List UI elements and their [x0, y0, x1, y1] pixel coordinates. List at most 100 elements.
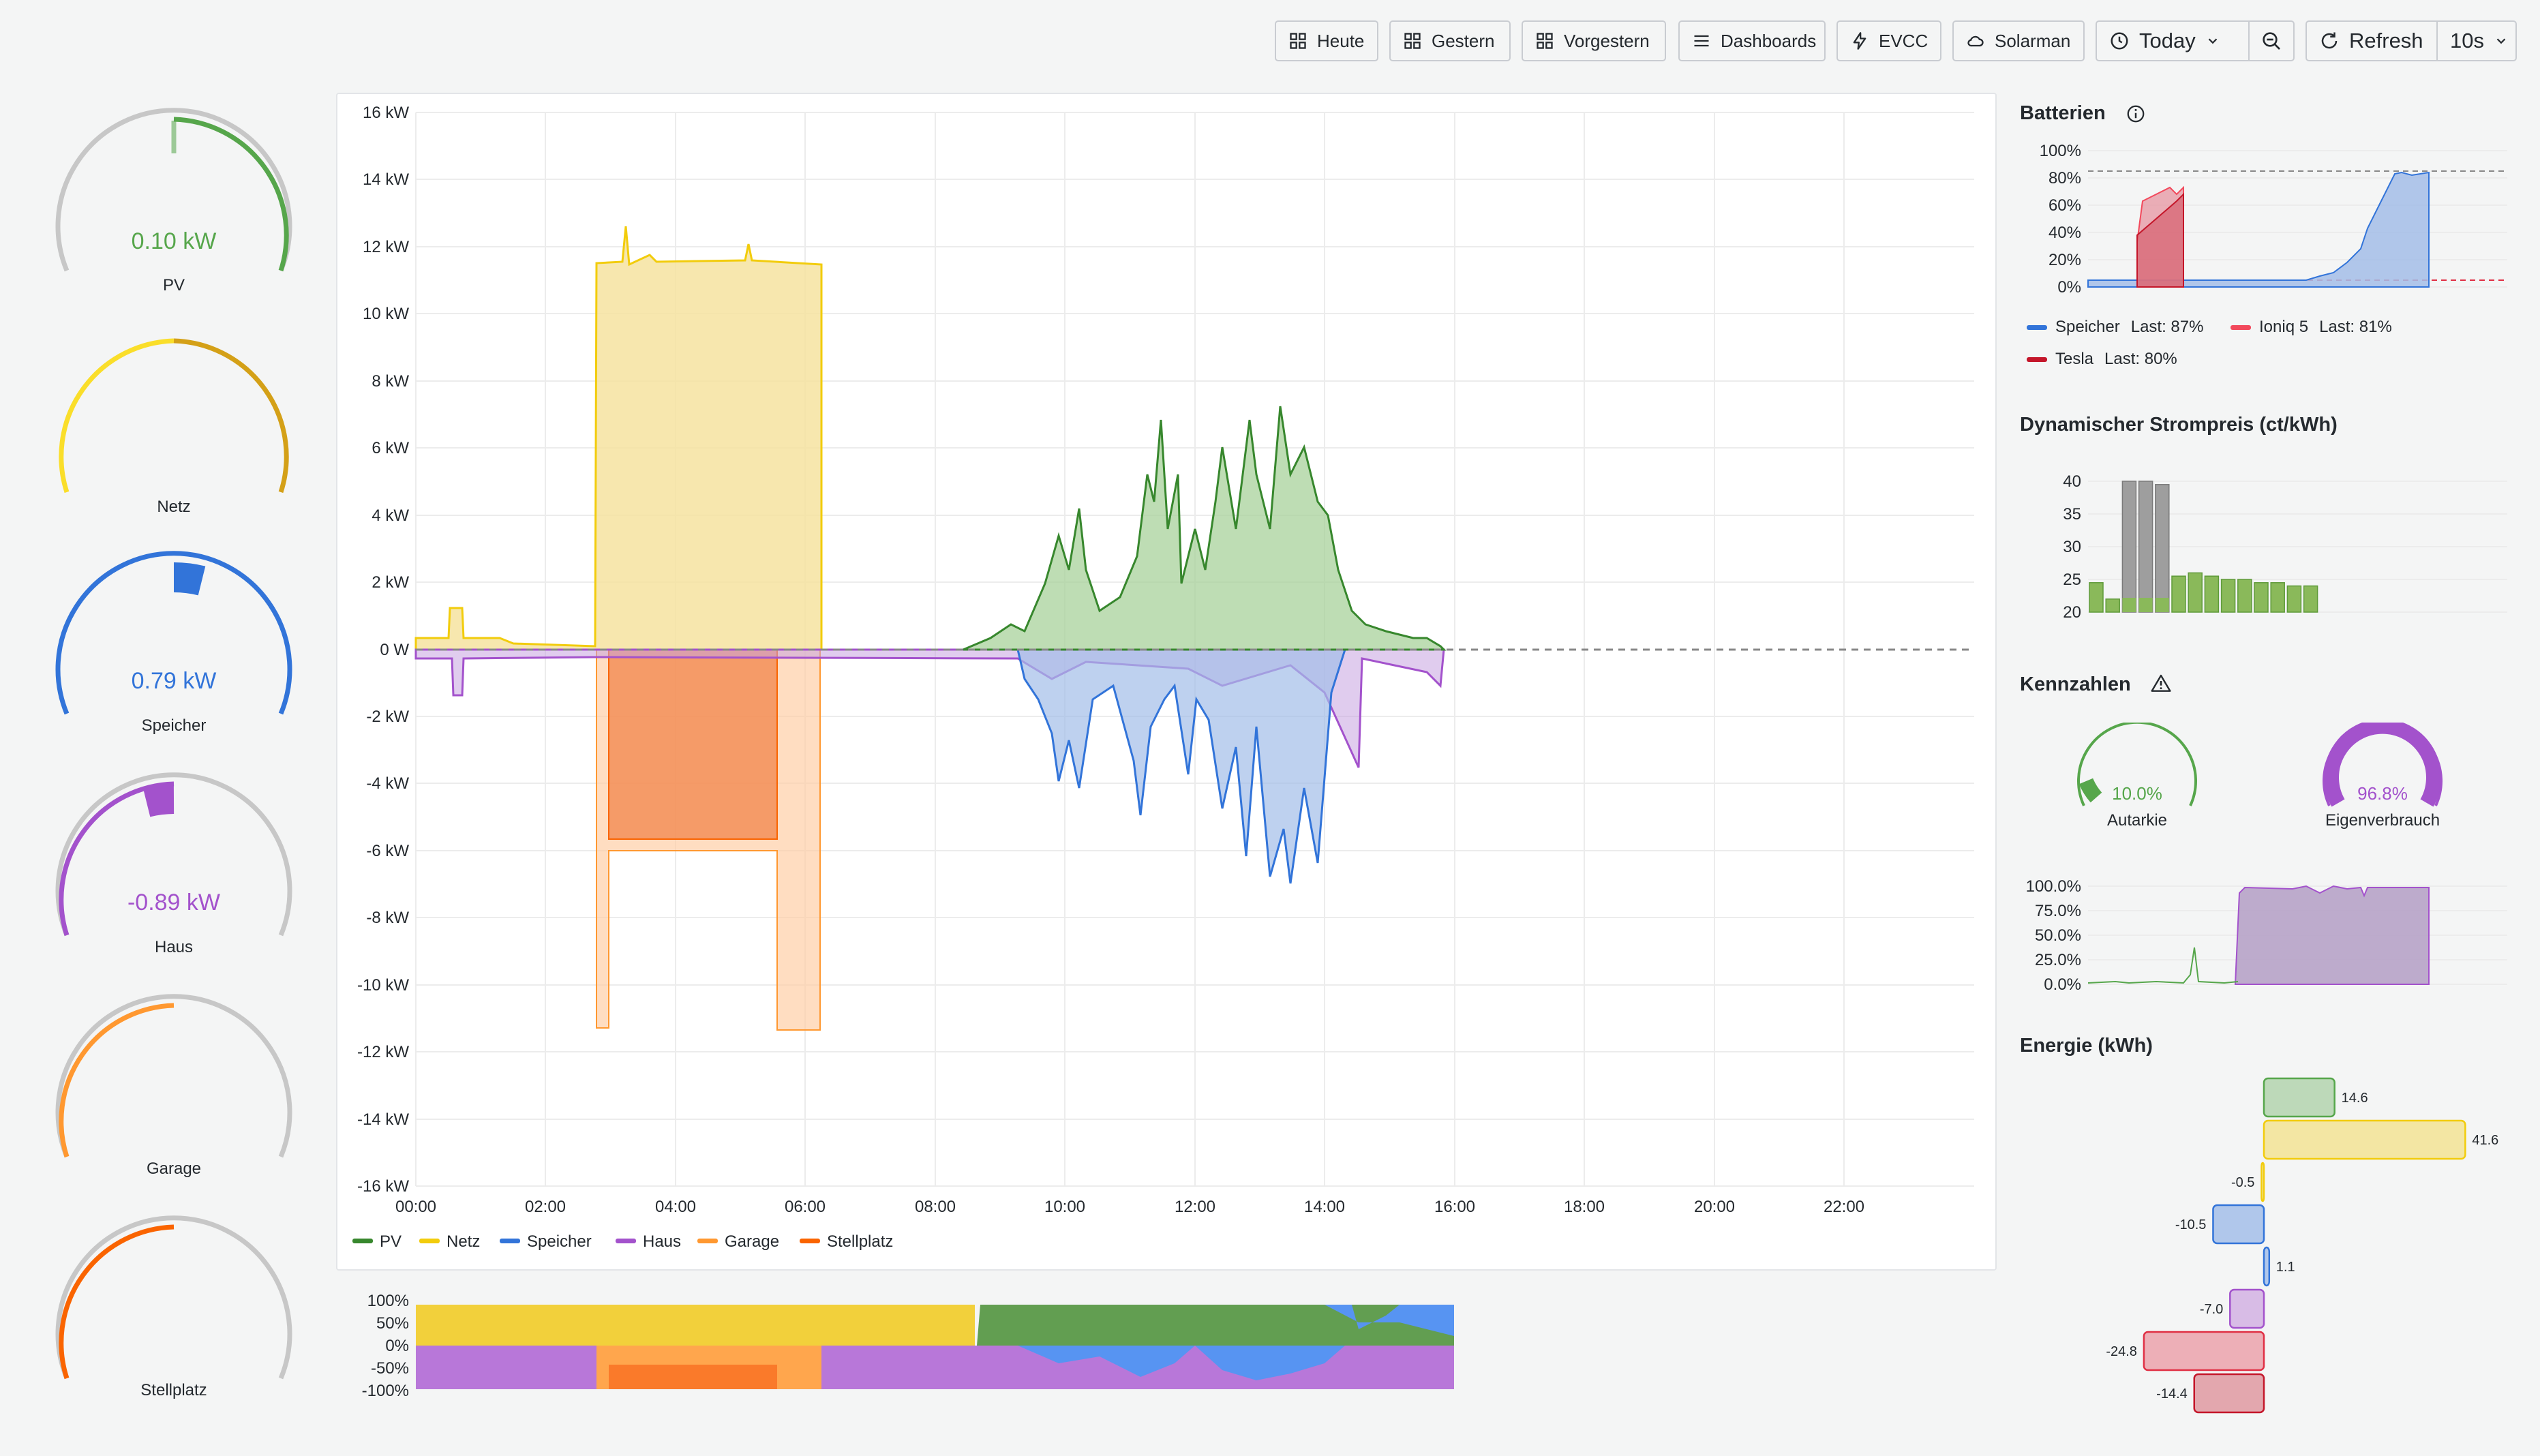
y-tick: 12 kW — [363, 238, 409, 256]
dashboards-button[interactable]: Dashboards — [1678, 20, 1826, 61]
gauge-stellplatz-arc — [55, 1215, 292, 1380]
power-chart-legend: PV Netz Speicher Haus Garage Stellplatz — [352, 1232, 893, 1251]
legend-last: Last: 87% — [2130, 318, 2204, 336]
gauge-netz: Netz — [48, 327, 300, 545]
kennzahlen-y-axis: 100.0% 75.0% 50.0% 25.0% 0.0% — [2026, 879, 2081, 994]
legend-stellplatz[interactable]: Stellplatz — [827, 1232, 893, 1251]
legend-tesla-battery[interactable]: Tesla Last: 80% — [2027, 350, 2177, 369]
y-tick: -50% — [371, 1359, 409, 1378]
legend-speicher-swatch — [500, 1239, 520, 1243]
dashboard-grid-icon — [1537, 33, 1553, 49]
x-tick: 18:00 — [1564, 1198, 1605, 1216]
legend-netz[interactable]: Netz — [447, 1232, 480, 1251]
y-tick: 0% — [2057, 278, 2081, 297]
x-tick: 00:00 — [395, 1198, 436, 1216]
price-bar — [2155, 484, 2170, 613]
y-tick: -100% — [362, 1382, 409, 1400]
gauge-garage: Garage — [48, 992, 300, 1210]
price-bar — [2254, 582, 2269, 613]
price-bar — [2286, 585, 2302, 613]
x-tick: 06:00 — [785, 1198, 826, 1216]
y-tick: 100% — [367, 1292, 409, 1310]
price-bar — [2220, 579, 2236, 613]
dashboard-grid-icon — [1404, 33, 1421, 49]
share-stellplatz — [609, 1365, 777, 1389]
heute-button[interactable]: Heute — [1275, 20, 1378, 61]
solarman-button[interactable]: Solarman — [1952, 20, 2085, 61]
gauge-speicher: 0.79 kW Speicher — [48, 549, 300, 767]
gauge-garage-arc — [55, 994, 292, 1158]
x-tick: 14:00 — [1304, 1198, 1345, 1216]
gauge-pv: 0.10 kW PV — [48, 106, 300, 324]
gauge-haus-label: Haus — [154, 938, 194, 956]
strompreis-y-axis: 40 35 30 25 20 — [2063, 472, 2081, 622]
legend-last: Last: 80% — [2104, 350, 2177, 368]
energy-bar-label: -14.4 — [2156, 1386, 2188, 1401]
refresh-interval-label: 10s — [2450, 29, 2484, 52]
energie-title: Energie (kWh) — [2020, 1035, 2153, 1057]
autarkie-value: 10.0% — [2112, 783, 2162, 804]
evcc-button[interactable]: EVCC — [1836, 20, 1941, 61]
gauge-speicher-value: 0.79 kW — [131, 668, 217, 694]
price-bar-base — [2155, 598, 2169, 612]
clock-icon — [2111, 32, 2128, 50]
y-tick: 50.0% — [2035, 926, 2081, 945]
vorgestern-button[interactable]: Vorgestern — [1522, 20, 1666, 61]
legend-speicher-battery[interactable]: Speicher Last: 87% — [2027, 318, 2203, 337]
y-tick: 30 — [2063, 538, 2081, 556]
warning-icon[interactable] — [2150, 673, 2172, 695]
autarkie-label: Autarkie — [2106, 811, 2168, 830]
series-garage-area — [608, 649, 778, 840]
y-tick: -12 kW — [357, 1043, 409, 1061]
legend-swatch — [2231, 324, 2251, 330]
share-speicher-pos — [1325, 1305, 1454, 1336]
info-icon[interactable] — [2126, 104, 2146, 124]
batterien-y-axis: 100% 80% 60% 40% 20% 0% — [2040, 142, 2081, 297]
eigenverbrauch-label: Eigenverbrauch — [2325, 811, 2440, 830]
power-chart[interactable]: 16 kW 14 kW 12 kW 10 kW 8 kW 6 kW 4 kW 2… — [336, 93, 1997, 1271]
refresh-interval-picker[interactable]: 10s — [2436, 20, 2517, 61]
strompreis-chart[interactable]: 40 35 30 25 20 — [2020, 467, 2511, 631]
y-tick: 35 — [2063, 505, 2081, 524]
energy-bar-label: 14.6 — [2342, 1091, 2368, 1106]
legend-pv[interactable]: PV — [380, 1232, 402, 1251]
gestern-button[interactable]: Gestern — [1389, 20, 1511, 61]
energy-bar — [2143, 1331, 2265, 1371]
gauge-pv-value: 0.10 kW — [131, 228, 217, 254]
evcc-label: EVCC — [1879, 30, 1929, 51]
zoom-out-button[interactable] — [2248, 20, 2295, 61]
energy-bar-label: -10.5 — [2175, 1217, 2207, 1232]
energy-bar — [2263, 1077, 2335, 1118]
batterien-title: Batterien — [2020, 102, 2106, 124]
y-tick: -6 kW — [366, 842, 409, 860]
x-tick: 04:00 — [655, 1198, 696, 1216]
refresh-button[interactable]: Refresh — [2305, 20, 2438, 61]
x-tick: 12:00 — [1175, 1198, 1215, 1216]
legend-garage[interactable]: Garage — [725, 1232, 779, 1251]
share-chart[interactable]: 100% 50% 0% -50% -100% — [336, 1288, 1468, 1404]
y-tick: 0 W — [380, 641, 409, 659]
y-tick: 40% — [2048, 224, 2081, 242]
price-bar — [2188, 572, 2203, 613]
y-tick: 2 kW — [372, 573, 409, 592]
legend-ioniq-battery[interactable]: Ioniq 5 Last: 81% — [2231, 318, 2392, 337]
kennzahlen-title: Kennzahlen — [2020, 673, 2131, 695]
gauge-haus: -0.89 kW Haus — [48, 770, 300, 988]
energy-bar — [2229, 1288, 2265, 1329]
share-speicher-neg — [1018, 1346, 1345, 1380]
time-range-picker[interactable]: Today — [2096, 20, 2250, 61]
series-speicher-area — [1016, 648, 1347, 884]
batterien-chart[interactable]: 100% 80% 60% 40% 20% 0% — [2020, 140, 2511, 307]
legend-haus[interactable]: Haus — [643, 1232, 681, 1251]
y-tick: -4 kW — [366, 774, 409, 793]
series-netz-area — [414, 226, 823, 651]
dashboards-label: Dashboards — [1721, 30, 1817, 51]
energy-bar — [2193, 1373, 2265, 1414]
legend-speicher[interactable]: Speicher — [527, 1232, 592, 1251]
lightning-icon — [1853, 32, 1866, 50]
y-tick: 25 — [2063, 571, 2081, 589]
legend-haus-swatch — [616, 1239, 636, 1243]
energie-chart[interactable]: 14.6 41.6 -0.5 -10.5 1.1 -7.0 -24.8 -14.4 — [2020, 1070, 2524, 1418]
strompreis-title: Dynamischer Strompreis (ct/kWh) — [2020, 414, 2338, 436]
kennzahlen-chart[interactable]: 100.0% 75.0% 50.0% 25.0% 0.0% — [2020, 879, 2511, 995]
